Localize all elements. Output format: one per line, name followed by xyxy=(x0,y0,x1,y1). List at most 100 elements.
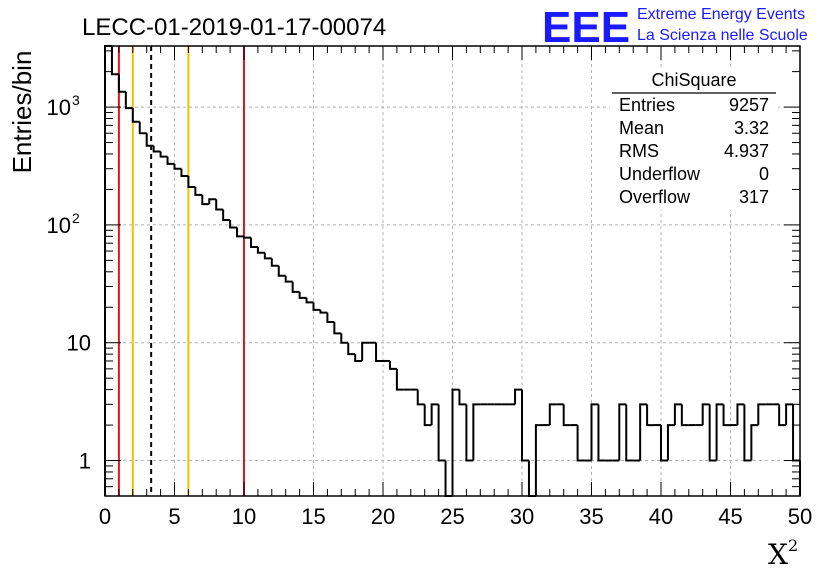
histogram-bin xyxy=(284,275,293,283)
histogram-bin xyxy=(145,133,154,147)
histogram-bin xyxy=(243,236,251,239)
histogram-bin xyxy=(597,404,606,462)
histogram-bin xyxy=(222,209,231,222)
histogram-bin xyxy=(333,321,342,335)
histogram-bin xyxy=(430,403,439,426)
histogram-bin xyxy=(562,404,571,427)
histogram-bin xyxy=(423,404,432,427)
x-tick-label: 45 xyxy=(718,504,742,529)
x-tick-label: 20 xyxy=(371,504,395,529)
histogram-bin xyxy=(646,404,655,427)
histogram-bin xyxy=(395,368,404,391)
histogram-bin xyxy=(159,151,168,158)
histogram-bin xyxy=(625,404,634,462)
stats-mean-value: 3.32 xyxy=(734,118,769,138)
x-tick-label: 35 xyxy=(579,504,603,529)
y-axis-label: Entries/bin xyxy=(7,51,37,174)
histogram-bin xyxy=(319,309,328,314)
histogram-bin xyxy=(208,198,217,205)
histogram-bin xyxy=(722,404,731,427)
histogram-bin xyxy=(743,404,752,462)
histogram-bin xyxy=(444,460,453,497)
histogram-bin xyxy=(639,403,648,461)
stats-underflow-value: 0 xyxy=(759,164,769,184)
histogram-bin xyxy=(514,388,522,405)
reference-lines xyxy=(117,46,245,496)
x-tick-labels: 0 5 10 15 20 25 30 35 40 45 50 xyxy=(99,504,812,529)
histogram-bin xyxy=(521,389,529,462)
histogram-bin xyxy=(778,404,787,427)
histogram-bin xyxy=(354,354,363,362)
histogram-bin xyxy=(194,186,203,196)
histogram-bin xyxy=(458,389,467,406)
histogram-bin xyxy=(187,176,196,188)
stats-underflow-label: Underflow xyxy=(619,164,701,184)
x-axis-label-superscript: 2 xyxy=(788,536,798,555)
x-tick-label: 25 xyxy=(440,504,464,529)
histogram-bin xyxy=(263,252,272,260)
x-axis-label-base: X xyxy=(768,538,788,571)
histogram-bin xyxy=(326,312,335,323)
histogram-bin xyxy=(576,425,585,462)
histogram-bin xyxy=(527,460,536,497)
histogram-bin xyxy=(757,403,766,426)
eee-logo-line2: La Scienza nelle Scuole xyxy=(637,27,808,44)
y-tick-label: 10 xyxy=(67,331,91,356)
x-axis-label: X2 xyxy=(768,536,798,571)
histogram-bin xyxy=(750,424,759,461)
stats-rms-label: RMS xyxy=(619,141,659,161)
histogram-bin xyxy=(291,281,300,293)
histogram-bin xyxy=(305,297,314,304)
stats-box-background xyxy=(610,68,778,210)
stats-mean-label: Mean xyxy=(619,118,664,138)
y-tick-label: 1 xyxy=(79,449,91,474)
histogram-bin xyxy=(117,74,126,93)
histogram-bin xyxy=(277,265,286,277)
stats-box: ChiSquare Entries 9257 Mean 3.32 RMS 4.9… xyxy=(610,68,778,210)
histogram-bin xyxy=(673,403,682,426)
histogram-bin xyxy=(236,227,244,238)
x-tick-label: 50 xyxy=(788,504,812,529)
x-tick-label: 15 xyxy=(301,504,325,529)
x-tick-label: 0 xyxy=(99,504,111,529)
stats-box-title: ChiSquare xyxy=(651,70,736,90)
stats-entries-value: 9257 xyxy=(729,95,769,115)
histogram-bin xyxy=(548,403,557,426)
histogram-bin xyxy=(388,360,397,370)
stats-overflow-value: 317 xyxy=(739,187,769,207)
histogram-bin xyxy=(104,45,112,496)
y-tick-label-exponent: 3 xyxy=(72,92,80,108)
histogram-bin xyxy=(173,163,182,170)
histogram-bin xyxy=(680,404,689,427)
histogram-bin xyxy=(138,121,147,135)
histogram-bin xyxy=(215,199,224,211)
histogram-bin xyxy=(180,168,189,178)
histogram-bin xyxy=(124,91,133,110)
histogram-bin xyxy=(347,342,356,356)
histogram-bin xyxy=(785,403,794,426)
y-tick-label-exponent: 2 xyxy=(72,210,80,226)
histogram-bin xyxy=(590,403,599,461)
histogram-bin xyxy=(416,389,425,406)
stats-entries-label: Entries xyxy=(619,95,675,115)
histogram-bin xyxy=(451,388,460,496)
histogram-bin xyxy=(256,246,265,254)
histogram-bin xyxy=(131,108,140,123)
x-tick-label: 10 xyxy=(232,504,256,529)
eee-logo-line1: Extreme Energy Events xyxy=(637,6,805,23)
histogram-bin xyxy=(618,403,627,461)
histogram-bin xyxy=(152,145,161,153)
y-tick-label: 10 xyxy=(47,95,71,120)
histogram-bin xyxy=(715,403,724,461)
histogram-bin xyxy=(666,424,675,461)
histogram-bin xyxy=(437,404,446,462)
histogram-bin xyxy=(660,425,668,462)
histogram-bin xyxy=(534,424,543,496)
histogram-bin xyxy=(340,333,349,344)
grid xyxy=(105,46,800,496)
eee-logo: EEE xyxy=(542,3,630,52)
histogram-bin xyxy=(201,194,210,206)
